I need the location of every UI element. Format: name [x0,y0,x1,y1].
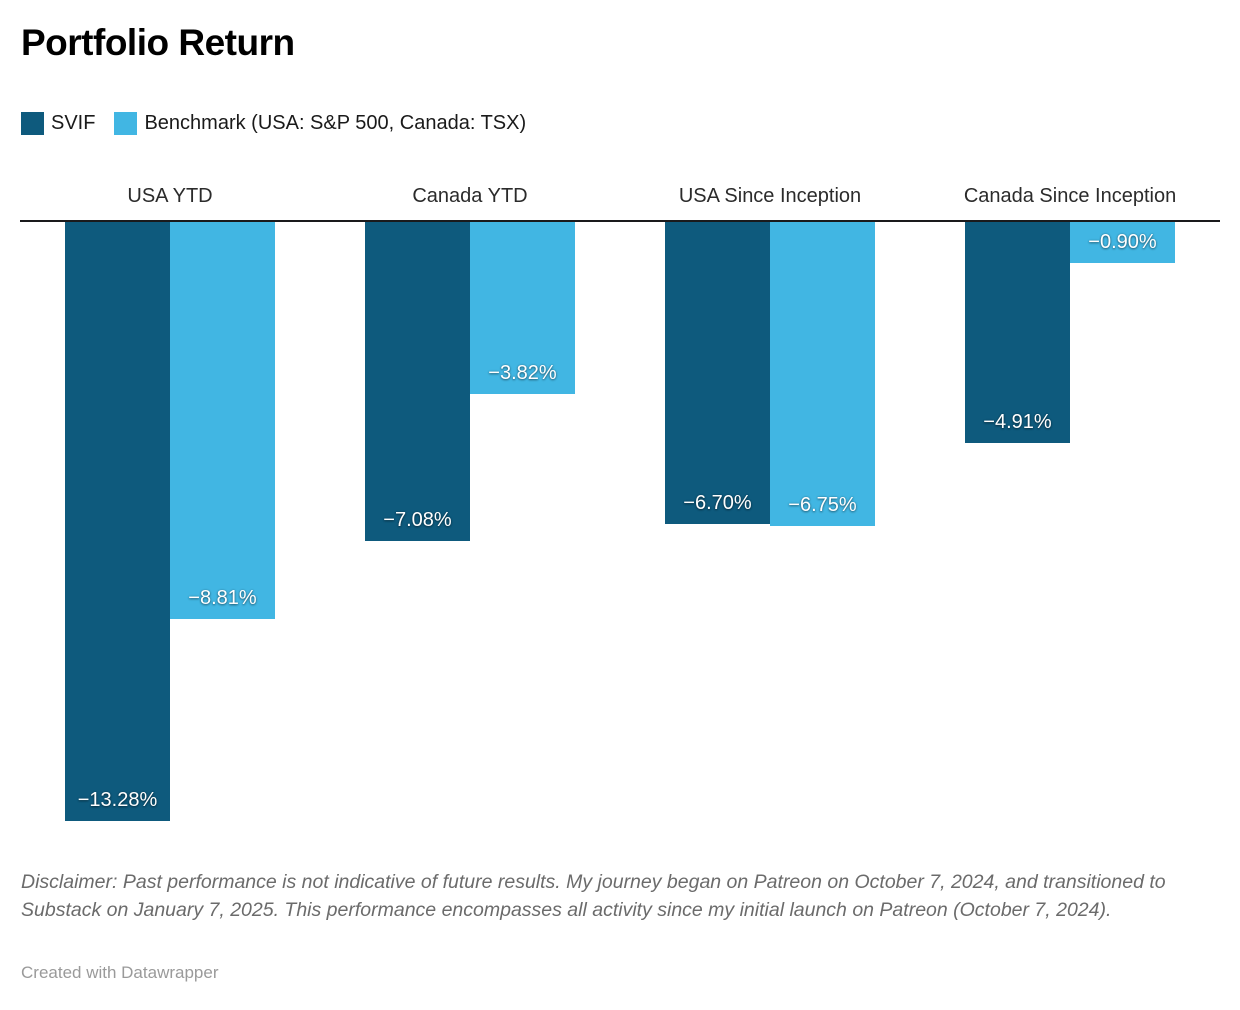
legend-swatch-icon [114,112,138,135]
legend-swatch-icon [21,112,44,135]
x-axis-baseline [20,220,1220,222]
legend-label: SVIF [51,112,96,134]
bar-value-label: −13.28% [77,789,158,811]
category-label-0: USA YTD [127,185,213,207]
chart-title: Portfolio Return [21,22,295,63]
bar-svif-1: −7.08% [365,222,470,541]
grouped-bar-chart: USA YTD −13.28% −8.81% Canada YTD −7.08% −3.8… [20,185,1220,840]
legend: SVIF Benchmark (USA: S&P 500, Canada: TSX… [21,112,526,135]
legend-item-svif: SVIF [21,112,95,135]
category-label-2: USA Since Inception [678,185,862,207]
bar-value-label: −8.81% [188,587,257,609]
bar-value-label: −3.82% [488,362,557,384]
category-label-1: Canada YTD [412,185,528,207]
bar-benchmark-1: −3.82% [470,222,575,394]
bar-value-label: −0.90% [1088,231,1157,253]
legend-item-benchmark: Benchmark (USA: S&P 500, Canada: TSX) [114,112,526,135]
bar-benchmark-2: −6.75% [770,222,875,526]
datawrapper-attribution-link[interactable]: Created with Datawrapper [21,963,219,982]
bar-svif-0: −13.28% [65,222,170,821]
bar-value-label: −4.91% [983,411,1052,433]
disclaimer-text: Disclaimer: Past performance is not indi… [21,871,1166,921]
bar-svif-3: −4.91% [965,222,1070,443]
bar-value-label: −6.70% [683,492,752,514]
bar-svif-2: −6.70% [665,222,770,524]
legend-label: Benchmark (USA: S&P 500, Canada: TSX) [144,112,527,134]
category-label-3: Canada Since Inception [963,185,1177,207]
bar-benchmark-3: −0.90% [1070,222,1175,263]
bar-value-label: −6.75% [788,494,857,516]
bar-benchmark-0: −8.81% [170,222,275,619]
bar-value-label: −7.08% [383,509,452,531]
